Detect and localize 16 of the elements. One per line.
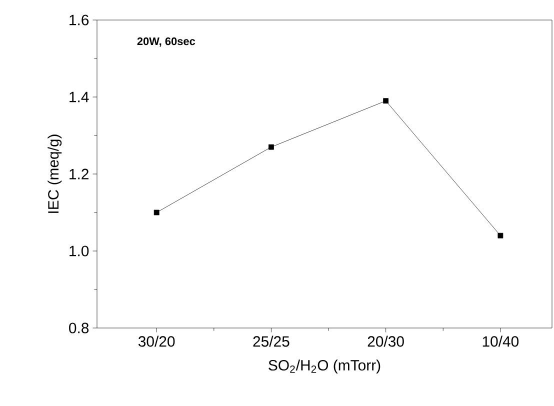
annotation: 20W, 60sec [137, 37, 196, 47]
y-tick-label: 1.4 [70, 92, 89, 102]
y-tick-label: 1.0 [70, 246, 89, 256]
point [268, 144, 274, 150]
point [498, 232, 504, 238]
point [383, 98, 389, 104]
y-tick-label: 1.6 [70, 14, 89, 26]
y-axis-title: IEC (meq/g) [48, 134, 62, 213]
x-tick-label: 25/25 [253, 336, 290, 347]
y-tick-label: 0.8 [69, 322, 89, 334]
point [154, 210, 160, 216]
x-tick-label: 10/40 [482, 336, 519, 347]
x-axis-title: SO$_{2}$/H$_{2}$O (mTorr) [268, 360, 380, 374]
y-tick-label: 1.2 [70, 168, 88, 180]
x-tick-label: 20/30 [368, 336, 404, 347]
x-tick-label: 30/20 [138, 336, 175, 347]
